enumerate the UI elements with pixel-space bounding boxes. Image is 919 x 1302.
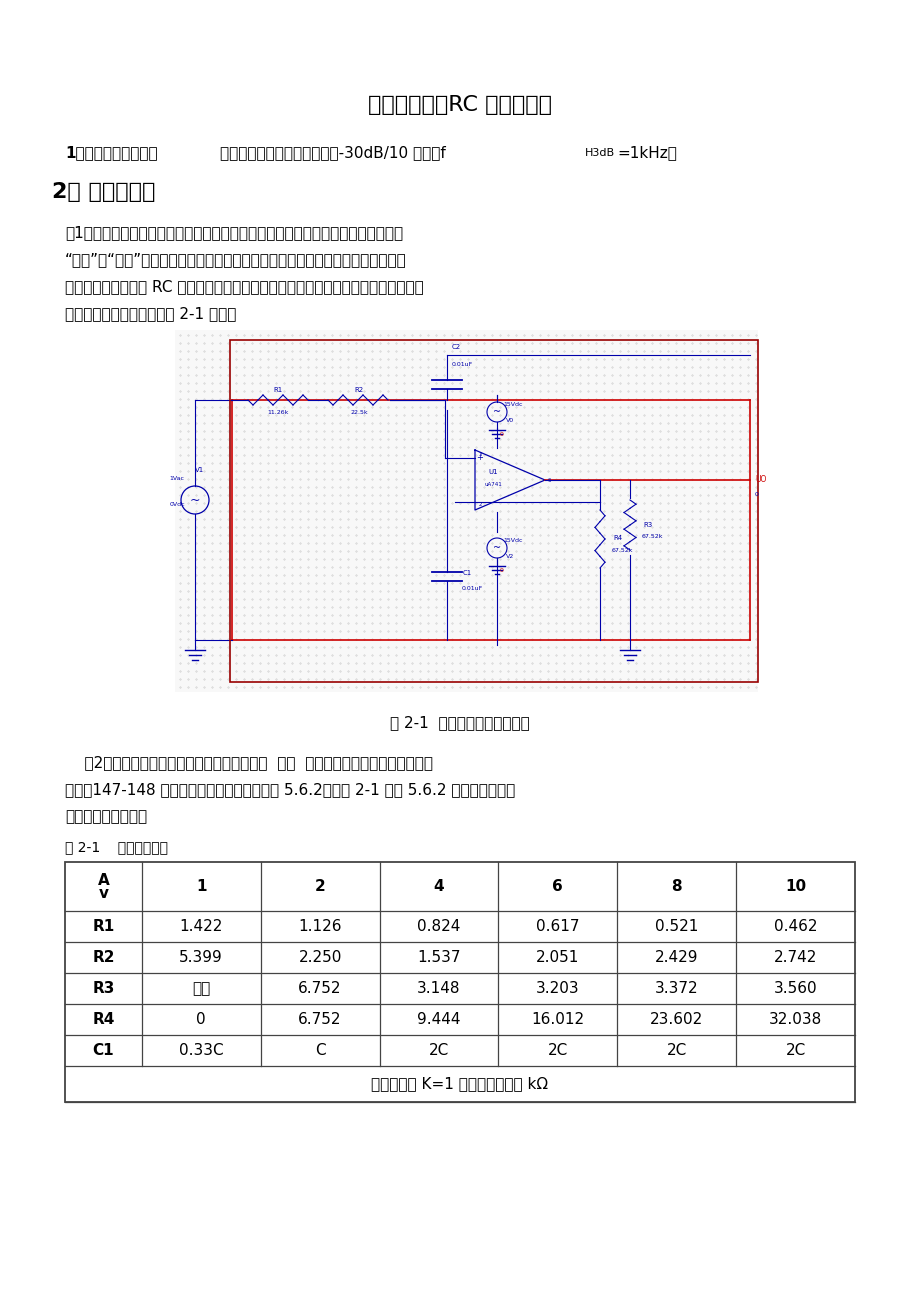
- Text: 1.422: 1.422: [179, 919, 222, 934]
- Text: uA741: uA741: [483, 483, 502, 487]
- Text: 0.462: 0.462: [773, 919, 816, 934]
- Text: 0.01uF: 0.01uF: [460, 586, 482, 591]
- Text: R3: R3: [642, 522, 652, 529]
- Text: 2C: 2C: [666, 1043, 686, 1057]
- Text: 2.051: 2.051: [536, 949, 579, 965]
- Text: R2: R2: [92, 949, 115, 965]
- Text: 67.52k: 67.52k: [610, 548, 632, 552]
- Text: 0.33C: 0.33C: [178, 1043, 223, 1057]
- Text: R1: R1: [273, 387, 282, 393]
- Text: R3: R3: [92, 980, 115, 996]
- Bar: [230, 340, 757, 682]
- Text: 10: 10: [784, 879, 805, 893]
- Text: 1: 1: [196, 879, 206, 893]
- Text: 1、设计指标及要求：: 1、设计指标及要求：: [65, 145, 157, 160]
- Text: 2C: 2C: [428, 1043, 448, 1057]
- Text: 0: 0: [500, 568, 504, 573]
- Text: 0: 0: [754, 492, 758, 497]
- Text: 6.752: 6.752: [298, 1012, 342, 1027]
- Text: U1: U1: [488, 469, 497, 475]
- Text: V0: V0: [505, 418, 514, 423]
- Text: R1: R1: [92, 919, 114, 934]
- Text: 3.560: 3.560: [773, 980, 816, 996]
- Text: 0.824: 0.824: [417, 919, 460, 934]
- Text: 0Vdc: 0Vdc: [169, 503, 185, 508]
- Text: C1: C1: [93, 1043, 114, 1057]
- Bar: [175, 329, 757, 691]
- Text: 11.26k: 11.26k: [267, 410, 289, 415]
- Text: “虚短”和“虚断”，可以用它们来组成一个带有反馈网络的低通滤波电路！二阶有源: “虚短”和“虚断”，可以用它们来组成一个带有反馈网络的低通滤波电路！二阶有源: [65, 253, 406, 267]
- Text: C: C: [314, 1043, 325, 1057]
- Text: 6: 6: [548, 478, 550, 483]
- Text: 15Vdc: 15Vdc: [503, 538, 522, 543]
- Text: 3.372: 3.372: [654, 980, 698, 996]
- Text: R4: R4: [92, 1012, 115, 1027]
- Text: =1kHz。: =1kHz。: [617, 145, 676, 160]
- Text: 2.742: 2.742: [773, 949, 816, 965]
- Text: 23.602: 23.602: [650, 1012, 702, 1027]
- Text: 二阶低通，带外衰减速率大于-30dB/10 倍频，f: 二阶低通，带外衰减速率大于-30dB/10 倍频，f: [220, 145, 446, 160]
- Bar: [65, 862, 854, 1101]
- Text: UO: UO: [754, 475, 766, 484]
- Text: 16.012: 16.012: [530, 1012, 584, 1027]
- Text: 2: 2: [314, 879, 325, 893]
- Text: （1）、二阶有源低通滤波电路工作原理：根据电容的通高频阻低频的特点和运放的: （1）、二阶有源低通滤波电路工作原理：根据电容的通高频阻低频的特点和运放的: [65, 225, 403, 240]
- Text: 6: 6: [551, 879, 562, 893]
- Text: H3dB: H3dB: [584, 148, 615, 158]
- Text: 用来设计参数的值：: 用来设计参数的值：: [65, 809, 147, 824]
- Text: 67.52k: 67.52k: [641, 535, 662, 539]
- Text: 3: 3: [478, 453, 482, 457]
- Text: 2: 2: [478, 503, 482, 508]
- Text: 0: 0: [196, 1012, 206, 1027]
- Text: 2C: 2C: [547, 1043, 567, 1057]
- Text: 22.5k: 22.5k: [350, 410, 368, 415]
- Text: 0: 0: [500, 431, 504, 436]
- Text: 开路: 开路: [192, 980, 210, 996]
- Text: C1: C1: [462, 570, 471, 575]
- Text: ~: ~: [493, 408, 501, 417]
- Text: 32.038: 32.038: [768, 1012, 822, 1027]
- Text: 1Vac: 1Vac: [169, 475, 185, 480]
- Text: 图 2-1  二阶有源低通滤波电路: 图 2-1 二阶有源低通滤波电路: [390, 715, 529, 730]
- Text: 4: 4: [433, 879, 444, 893]
- Text: 出阻抗低。电路原理图由图 2-1 所示：: 出阻抗低。电路原理图由图 2-1 所示：: [65, 306, 236, 322]
- Text: 0.01uF: 0.01uF: [451, 362, 472, 367]
- Text: 3.203: 3.203: [536, 980, 579, 996]
- Text: 设计题目一：RC 有源滤波器: 设计题目一：RC 有源滤波器: [368, 95, 551, 115]
- Text: ~: ~: [189, 493, 200, 506]
- Text: 低通滤波电路由两节 RC 滤波电路和同相比例放大电路组成，其特点是输入阻抗高，输: 低通滤波电路由两节 RC 滤波电路和同相比例放大电路组成，其特点是输入阻抗高，输: [65, 279, 424, 294]
- Text: 0.521: 0.521: [654, 919, 698, 934]
- Text: R2: R2: [354, 387, 363, 393]
- Text: （2）、主要参数设定：参考《电子线路设计  实验  测试》第二版，华中科技大学出: （2）、主要参数设定：参考《电子线路设计 实验 测试》第二版，华中科技大学出: [65, 755, 433, 769]
- Text: 8: 8: [671, 879, 681, 893]
- Text: 5.399: 5.399: [179, 949, 222, 965]
- Text: R4: R4: [613, 535, 622, 542]
- Text: 2.250: 2.250: [298, 949, 341, 965]
- Text: 6.752: 6.752: [298, 980, 342, 996]
- Text: V1: V1: [195, 467, 204, 473]
- Text: 表 2-1    电路原器件值: 表 2-1 电路原器件值: [65, 840, 168, 854]
- Text: -: -: [478, 497, 482, 506]
- Text: 版社，147-148 页二阶低通滤波器设计表（表 5.6.2）。表 2-1 是表 5.6.2 的一部分，主要: 版社，147-148 页二阶低通滤波器设计表（表 5.6.2）。表 2-1 是表…: [65, 783, 515, 797]
- Text: A: A: [97, 872, 109, 888]
- Text: v: v: [98, 885, 108, 901]
- Text: 2、 设计方案：: 2、 设计方案：: [52, 182, 155, 202]
- Text: 电阻为参数 K=1 时的值，单位为 kΩ: 电阻为参数 K=1 时的值，单位为 kΩ: [371, 1077, 548, 1091]
- Text: C2: C2: [451, 344, 460, 350]
- Text: 1.537: 1.537: [416, 949, 460, 965]
- Text: 1.126: 1.126: [298, 919, 342, 934]
- Text: 9.444: 9.444: [416, 1012, 460, 1027]
- Text: 2.429: 2.429: [654, 949, 698, 965]
- Text: 3.148: 3.148: [416, 980, 460, 996]
- Text: +: +: [476, 453, 482, 462]
- Text: 15Vdc: 15Vdc: [503, 401, 522, 406]
- Text: 2C: 2C: [785, 1043, 805, 1057]
- Text: 0.617: 0.617: [536, 919, 579, 934]
- Text: ~: ~: [493, 543, 501, 553]
- Text: V2: V2: [505, 553, 514, 559]
